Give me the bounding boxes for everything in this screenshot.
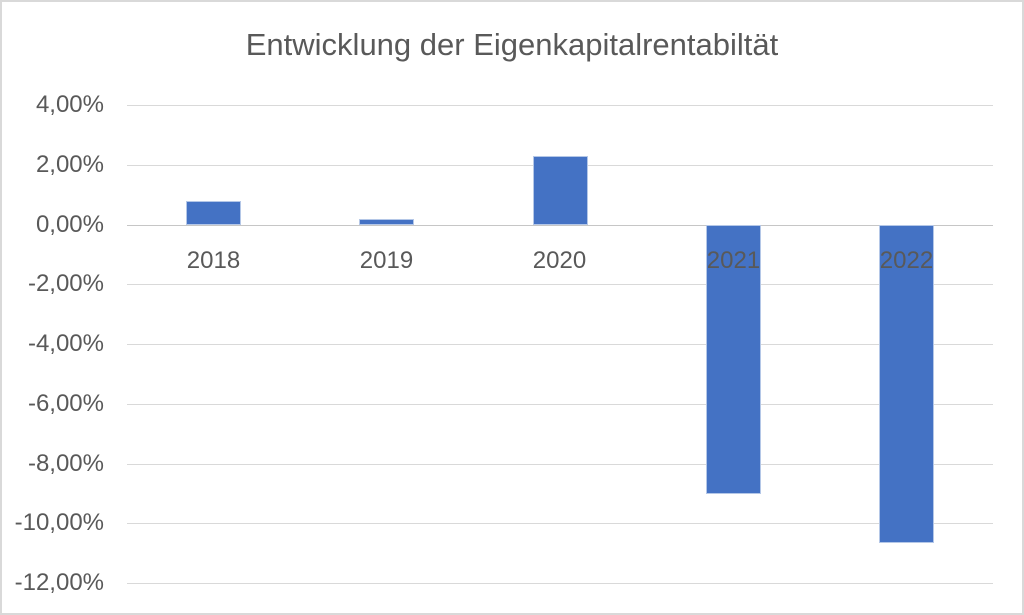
y-axis-tick-label: 2,00% (35, 151, 104, 178)
y-axis-tick-label: 0,00% (35, 211, 104, 238)
y-axis-tick-label: -8,00% (27, 450, 104, 477)
bar-2020 (533, 156, 588, 225)
gridline (127, 583, 993, 584)
y-axis-tick-label: -10,00% (14, 509, 104, 536)
gridline (127, 105, 993, 106)
y-axis-tick-label: -4,00% (27, 330, 104, 357)
y-axis-tick-label: 4,00% (35, 91, 104, 118)
bar-2018 (186, 201, 241, 225)
y-axis-tick-label: -6,00% (27, 390, 104, 417)
gridline (127, 344, 993, 345)
bar-2022 (879, 225, 934, 543)
y-axis-tick-label: -12,00% (14, 569, 104, 596)
gridline (127, 225, 993, 226)
x-axis-category-label: 2022 (879, 247, 934, 274)
gridline (127, 284, 993, 285)
bar-2019 (359, 219, 414, 225)
gridline (127, 404, 993, 405)
chart-title: Entwicklung der Eigenkapitalrentabiltät (245, 27, 779, 62)
x-axis-category-label: 2021 (706, 247, 761, 274)
bar-2021 (706, 225, 761, 494)
x-axis-category-label: 2019 (359, 247, 414, 274)
gridline (127, 523, 993, 524)
gridline (127, 464, 993, 465)
x-axis-category-label: 2020 (532, 247, 587, 274)
y-axis-tick-label: -2,00% (27, 270, 104, 297)
x-axis-category-label: 2018 (186, 247, 241, 274)
